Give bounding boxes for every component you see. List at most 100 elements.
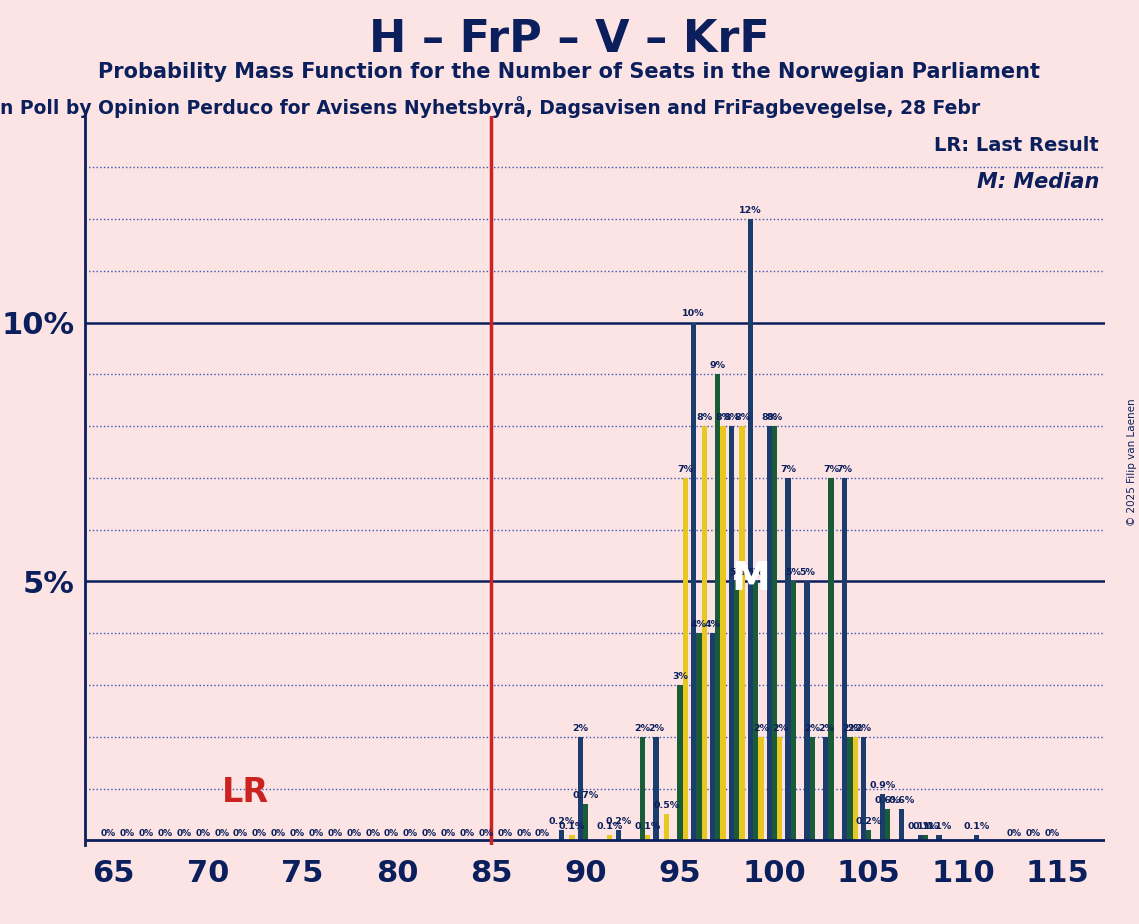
Bar bbox=[974, 835, 980, 840]
Bar bbox=[823, 736, 828, 840]
Text: 0%: 0% bbox=[101, 829, 116, 838]
Text: 0%: 0% bbox=[1007, 829, 1022, 838]
Text: 4%: 4% bbox=[705, 620, 721, 629]
Text: 7%: 7% bbox=[837, 465, 853, 474]
Text: 0.6%: 0.6% bbox=[888, 796, 915, 805]
Bar bbox=[702, 426, 707, 840]
Text: 10%: 10% bbox=[682, 310, 705, 319]
Bar bbox=[640, 736, 645, 840]
Text: 0%: 0% bbox=[195, 829, 211, 838]
Bar bbox=[664, 814, 669, 840]
Text: 0%: 0% bbox=[139, 829, 154, 838]
Bar bbox=[583, 804, 589, 840]
Bar bbox=[786, 478, 790, 840]
Text: 0%: 0% bbox=[478, 829, 493, 838]
Text: 0%: 0% bbox=[384, 829, 399, 838]
Bar bbox=[729, 426, 734, 840]
Text: 0%: 0% bbox=[327, 829, 343, 838]
Text: © 2025 Filip van Laenen: © 2025 Filip van Laenen bbox=[1128, 398, 1137, 526]
Text: 2%: 2% bbox=[648, 723, 664, 733]
Bar bbox=[861, 736, 867, 840]
Text: 2%: 2% bbox=[753, 723, 769, 733]
Bar bbox=[607, 835, 613, 840]
Text: LR: Last Result: LR: Last Result bbox=[934, 136, 1099, 155]
Text: 0%: 0% bbox=[441, 829, 456, 838]
Text: 0%: 0% bbox=[1026, 829, 1041, 838]
Bar bbox=[842, 478, 847, 840]
Text: n Poll by Opinion Perduco for Avisens Nyhetsbyrå, Dagsavisen and FriFagbevegelse: n Poll by Opinion Perduco for Avisens Ny… bbox=[0, 96, 981, 118]
Text: LR: LR bbox=[222, 776, 270, 809]
Text: 5%: 5% bbox=[747, 568, 763, 578]
Bar bbox=[559, 830, 564, 840]
Bar bbox=[615, 830, 621, 840]
Text: 12%: 12% bbox=[739, 206, 762, 215]
Text: 8%: 8% bbox=[767, 413, 782, 422]
Text: 4%: 4% bbox=[691, 620, 707, 629]
Text: Probability Mass Function for the Number of Seats in the Norwegian Parliament: Probability Mass Function for the Number… bbox=[98, 62, 1041, 82]
Bar bbox=[654, 736, 658, 840]
Text: 0%: 0% bbox=[120, 829, 134, 838]
Bar bbox=[710, 633, 715, 840]
Text: 0.7%: 0.7% bbox=[573, 791, 599, 800]
Text: 2%: 2% bbox=[772, 723, 788, 733]
Text: 0%: 0% bbox=[346, 829, 361, 838]
Text: 0%: 0% bbox=[498, 829, 513, 838]
Bar bbox=[867, 830, 871, 840]
Bar bbox=[759, 736, 763, 840]
Text: 0%: 0% bbox=[516, 829, 531, 838]
Text: 5%: 5% bbox=[729, 568, 745, 578]
Text: 0.9%: 0.9% bbox=[869, 781, 895, 789]
Text: 7%: 7% bbox=[823, 465, 839, 474]
Bar bbox=[899, 809, 904, 840]
Text: 2%: 2% bbox=[847, 723, 863, 733]
Text: 0%: 0% bbox=[403, 829, 418, 838]
Text: 0.1%: 0.1% bbox=[964, 822, 990, 831]
Bar bbox=[847, 736, 853, 840]
Bar bbox=[734, 581, 739, 840]
Text: 9%: 9% bbox=[710, 361, 726, 371]
Bar bbox=[918, 835, 923, 840]
Text: 7%: 7% bbox=[678, 465, 694, 474]
Text: 0.1%: 0.1% bbox=[926, 822, 952, 831]
Bar bbox=[777, 736, 782, 840]
Text: 0%: 0% bbox=[252, 829, 267, 838]
Text: 0.1%: 0.1% bbox=[597, 822, 623, 831]
Text: 0.1%: 0.1% bbox=[559, 822, 585, 831]
Text: 0.2%: 0.2% bbox=[605, 817, 631, 826]
Bar bbox=[691, 322, 696, 840]
Bar bbox=[936, 835, 942, 840]
Text: 2%: 2% bbox=[634, 723, 650, 733]
Text: 8%: 8% bbox=[696, 413, 712, 422]
Text: 8%: 8% bbox=[715, 413, 731, 422]
Text: 2%: 2% bbox=[855, 723, 871, 733]
Text: 8%: 8% bbox=[761, 413, 777, 422]
Text: 0%: 0% bbox=[233, 829, 248, 838]
Bar bbox=[853, 736, 858, 840]
Bar bbox=[790, 581, 796, 840]
Text: 0%: 0% bbox=[535, 829, 550, 838]
Text: 0.5%: 0.5% bbox=[654, 801, 680, 810]
Bar bbox=[923, 835, 928, 840]
Bar bbox=[739, 426, 745, 840]
Text: 0.1%: 0.1% bbox=[912, 822, 939, 831]
Text: 0.2%: 0.2% bbox=[855, 817, 882, 826]
Bar bbox=[715, 374, 721, 840]
Bar bbox=[570, 835, 575, 840]
Text: M: M bbox=[731, 560, 770, 599]
Bar bbox=[747, 219, 753, 840]
Text: 0%: 0% bbox=[366, 829, 380, 838]
Text: 0%: 0% bbox=[1044, 829, 1060, 838]
Text: 2%: 2% bbox=[573, 723, 589, 733]
Bar bbox=[810, 736, 814, 840]
Text: 2%: 2% bbox=[842, 723, 858, 733]
Bar bbox=[577, 736, 583, 840]
Bar bbox=[767, 426, 772, 840]
Text: 0.2%: 0.2% bbox=[548, 817, 575, 826]
Bar bbox=[682, 478, 688, 840]
Text: 2%: 2% bbox=[818, 723, 834, 733]
Bar bbox=[885, 809, 891, 840]
Text: 0.6%: 0.6% bbox=[875, 796, 901, 805]
Text: 5%: 5% bbox=[786, 568, 801, 578]
Text: 0%: 0% bbox=[421, 829, 437, 838]
Bar bbox=[828, 478, 834, 840]
